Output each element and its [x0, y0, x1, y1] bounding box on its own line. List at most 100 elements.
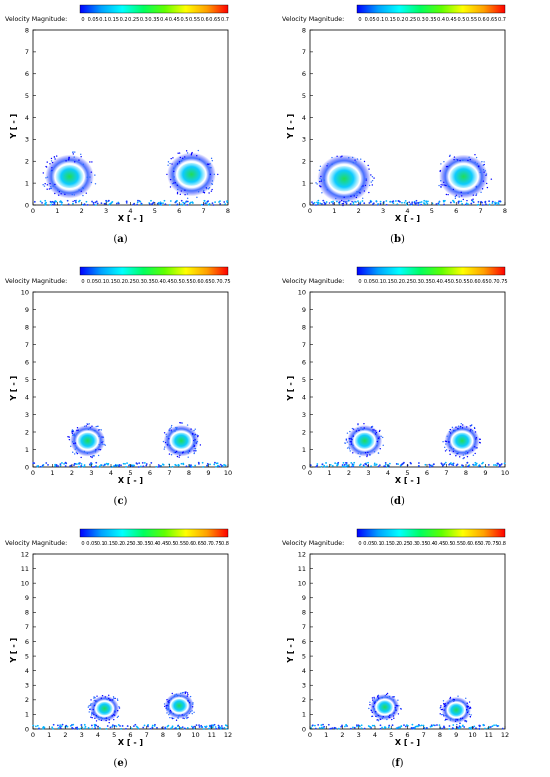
velocity-speckle: [210, 724, 213, 727]
vortex-ring: [448, 163, 479, 190]
colorbar-tick-label: 0.7: [489, 279, 497, 285]
vortex-speckle: [341, 155, 343, 157]
x-tick-label: 8: [438, 731, 442, 739]
velocity-speckle: [44, 203, 47, 206]
velocity-speckle: [311, 201, 313, 204]
velocity-speckle: [84, 725, 87, 728]
velocity-speckle: [33, 200, 36, 203]
vortex-speckle: [181, 714, 183, 716]
velocity-speckle: [465, 202, 468, 205]
vortex-speckle: [476, 163, 479, 165]
vortex-speckle: [382, 715, 384, 718]
vortex-speckle: [466, 199, 468, 202]
velocity-speckle: [95, 464, 97, 467]
x-axis-label: X [ - ]: [395, 214, 420, 223]
x-tick-label: 12: [501, 731, 509, 739]
velocity-speckle: [180, 203, 182, 206]
vortex-speckle: [397, 713, 400, 715]
velocity-speckle: [164, 203, 167, 206]
colorbar-tick-label: 0.2: [394, 279, 402, 285]
vortex-speckle: [460, 191, 462, 194]
x-tick-label: 1: [327, 469, 331, 477]
velocity-speckle: [193, 727, 196, 730]
vortex-speckle: [445, 165, 448, 168]
velocity-speckle: [488, 203, 491, 206]
vortex-ring: [76, 431, 99, 451]
y-tick-label: 2: [25, 696, 29, 704]
vortex-speckle: [367, 451, 369, 454]
vortex-speckle: [55, 155, 58, 157]
velocity-speckle: [93, 725, 96, 728]
vortex-speckle: [72, 153, 75, 155]
vortex-speckle: [197, 435, 199, 438]
velocity-speckle: [223, 201, 226, 203]
velocity-speckle: [223, 727, 226, 729]
vortex-speckle: [94, 183, 97, 185]
velocity-speckle: [209, 463, 211, 466]
vortex-speckle: [168, 453, 171, 455]
vortex-speckle: [91, 456, 93, 459]
vortex-speckle: [178, 152, 181, 154]
velocity-speckle: [409, 203, 412, 206]
colorbar-tick-label: 0.4: [432, 279, 440, 285]
y-tick-label: 4: [302, 114, 306, 122]
vortex-speckle: [468, 156, 470, 159]
velocity-speckle: [59, 463, 62, 466]
velocity-speckle: [115, 202, 118, 205]
y-tick-label: 5: [302, 652, 306, 660]
velocity-speckle: [413, 201, 416, 204]
vortex-speckle: [439, 707, 441, 709]
vortex-speckle: [101, 441, 103, 444]
vortex-speckle: [459, 425, 462, 428]
x-tick-label: 0: [31, 469, 35, 477]
subfigure-caption: (c): [114, 496, 128, 507]
x-tick-label: 5: [153, 207, 157, 215]
colorbar-tick-label: 0.6: [463, 541, 471, 547]
vortex-speckle: [368, 168, 370, 170]
vortex-speckle: [113, 718, 115, 721]
velocity-speckle: [200, 726, 203, 729]
vortex-speckle: [462, 159, 464, 162]
vortex-speckle: [466, 702, 468, 704]
x-tick-label: 3: [89, 469, 93, 477]
velocity-speckle: [162, 463, 165, 466]
velocity-speckle: [487, 463, 490, 466]
vortex-speckle: [445, 714, 447, 717]
vortex-speckle: [446, 715, 448, 717]
vortex-speckle: [96, 715, 99, 718]
vortex-speckle: [442, 713, 444, 716]
y-tick-label: 1: [25, 446, 29, 454]
vortex-speckle: [176, 163, 179, 165]
vortex-speckle: [364, 452, 367, 454]
vortex-speckle: [395, 709, 397, 711]
velocity-speckle: [491, 200, 494, 203]
vortex-speckle: [482, 180, 485, 182]
vortex-speckle: [102, 440, 104, 443]
vortex-speckle: [371, 184, 374, 186]
velocity-speckle: [54, 200, 57, 202]
vortex-speckle: [350, 203, 352, 205]
y-tick-label: 12: [298, 550, 306, 558]
colorbar-tick-label: 0.1: [97, 541, 105, 547]
vortex-speckle: [365, 179, 367, 181]
vortex-speckle: [457, 695, 459, 697]
velocity-speckle: [428, 466, 431, 468]
velocity-speckle: [183, 202, 186, 205]
velocity-speckle: [60, 725, 63, 728]
vortex-speckle: [355, 161, 357, 163]
velocity-speckle: [334, 462, 337, 465]
colorbar-tick-label: 0.2: [117, 279, 125, 285]
velocity-speckle: [54, 463, 57, 466]
colorbar-tick-label: 0: [358, 541, 361, 547]
vortex-speckle: [448, 185, 451, 188]
vortex-speckle: [105, 717, 108, 719]
vortex-speckle: [391, 718, 393, 721]
y-tick-label: 7: [25, 623, 29, 631]
x-tick-label: 10: [468, 731, 476, 739]
vortex-speckle: [174, 430, 176, 432]
velocity-speckle: [182, 201, 185, 204]
velocity-speckle: [411, 203, 413, 205]
vortex-speckle: [82, 163, 85, 166]
vortex-speckle: [480, 191, 482, 194]
vortex-speckle: [49, 182, 51, 185]
